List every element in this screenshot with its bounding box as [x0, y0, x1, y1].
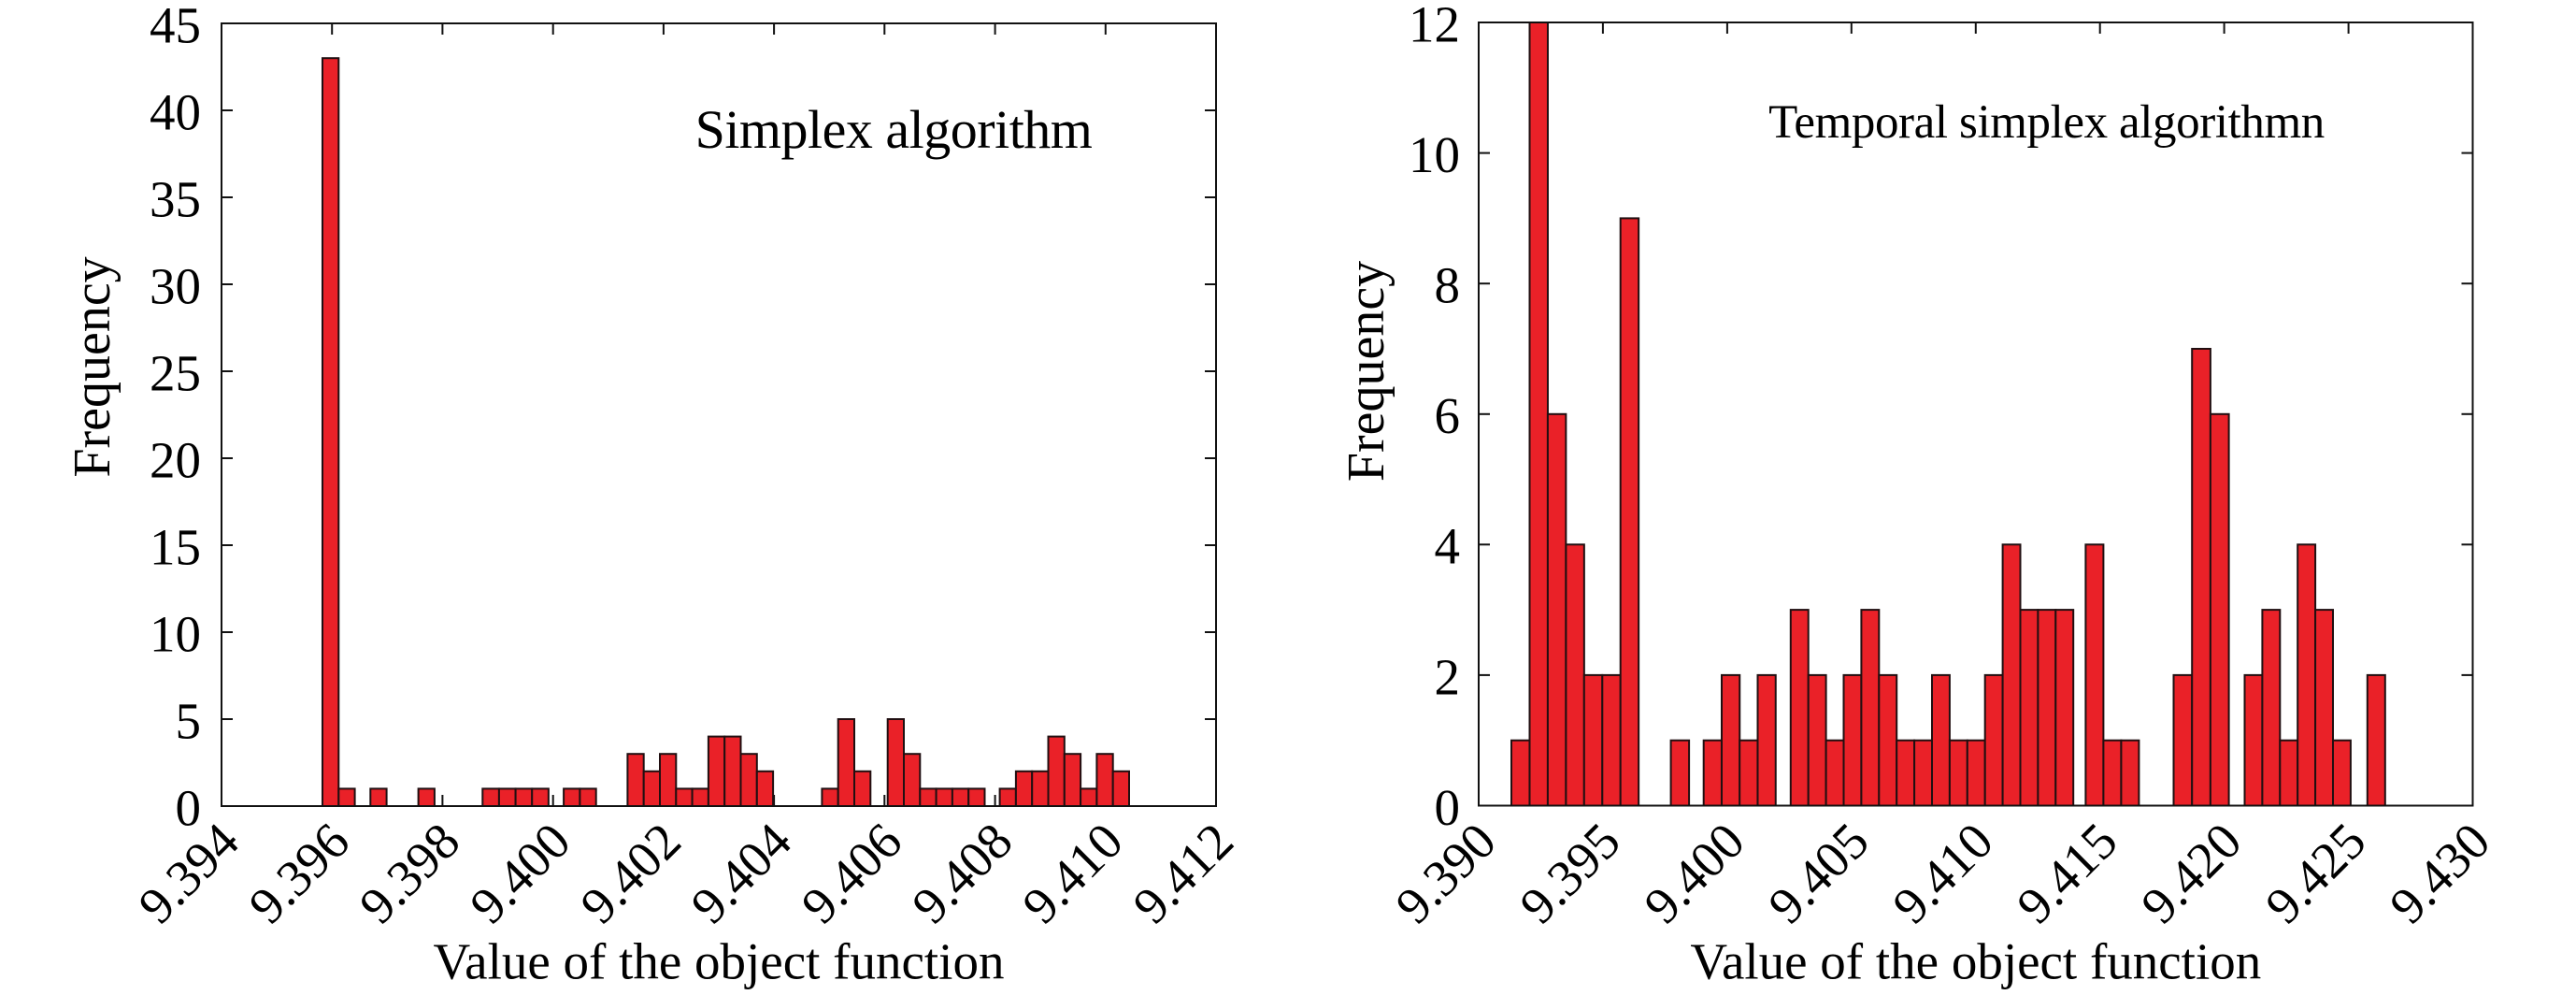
svg-text:Frequency: Frequency [64, 256, 122, 477]
svg-text:2: 2 [1435, 648, 1461, 705]
svg-text:35: 35 [150, 170, 201, 227]
svg-text:0: 0 [1435, 779, 1461, 836]
svg-text:12: 12 [1409, 0, 1460, 52]
svg-text:0: 0 [176, 779, 202, 836]
svg-text:Value of the object function: Value of the object function [1690, 933, 2261, 990]
svg-text:Temporal simplex algorithmn: Temporal simplex algorithmn [1768, 96, 2325, 149]
svg-text:Simplex algorithm: Simplex algorithm [695, 99, 1093, 160]
svg-text:5: 5 [176, 692, 202, 749]
svg-text:8: 8 [1435, 257, 1461, 314]
svg-text:Value of the object function: Value of the object function [434, 933, 1005, 990]
svg-text:25: 25 [150, 344, 201, 401]
svg-text:10: 10 [150, 605, 201, 662]
svg-text:15: 15 [150, 518, 201, 575]
svg-text:Frequency: Frequency [1338, 261, 1395, 482]
svg-text:10: 10 [1409, 126, 1460, 183]
svg-text:40: 40 [150, 83, 201, 140]
svg-text:45: 45 [150, 0, 201, 53]
svg-text:20: 20 [150, 431, 201, 488]
svg-text:30: 30 [150, 257, 201, 314]
svg-text:6: 6 [1435, 387, 1461, 444]
svg-text:4: 4 [1435, 518, 1461, 575]
